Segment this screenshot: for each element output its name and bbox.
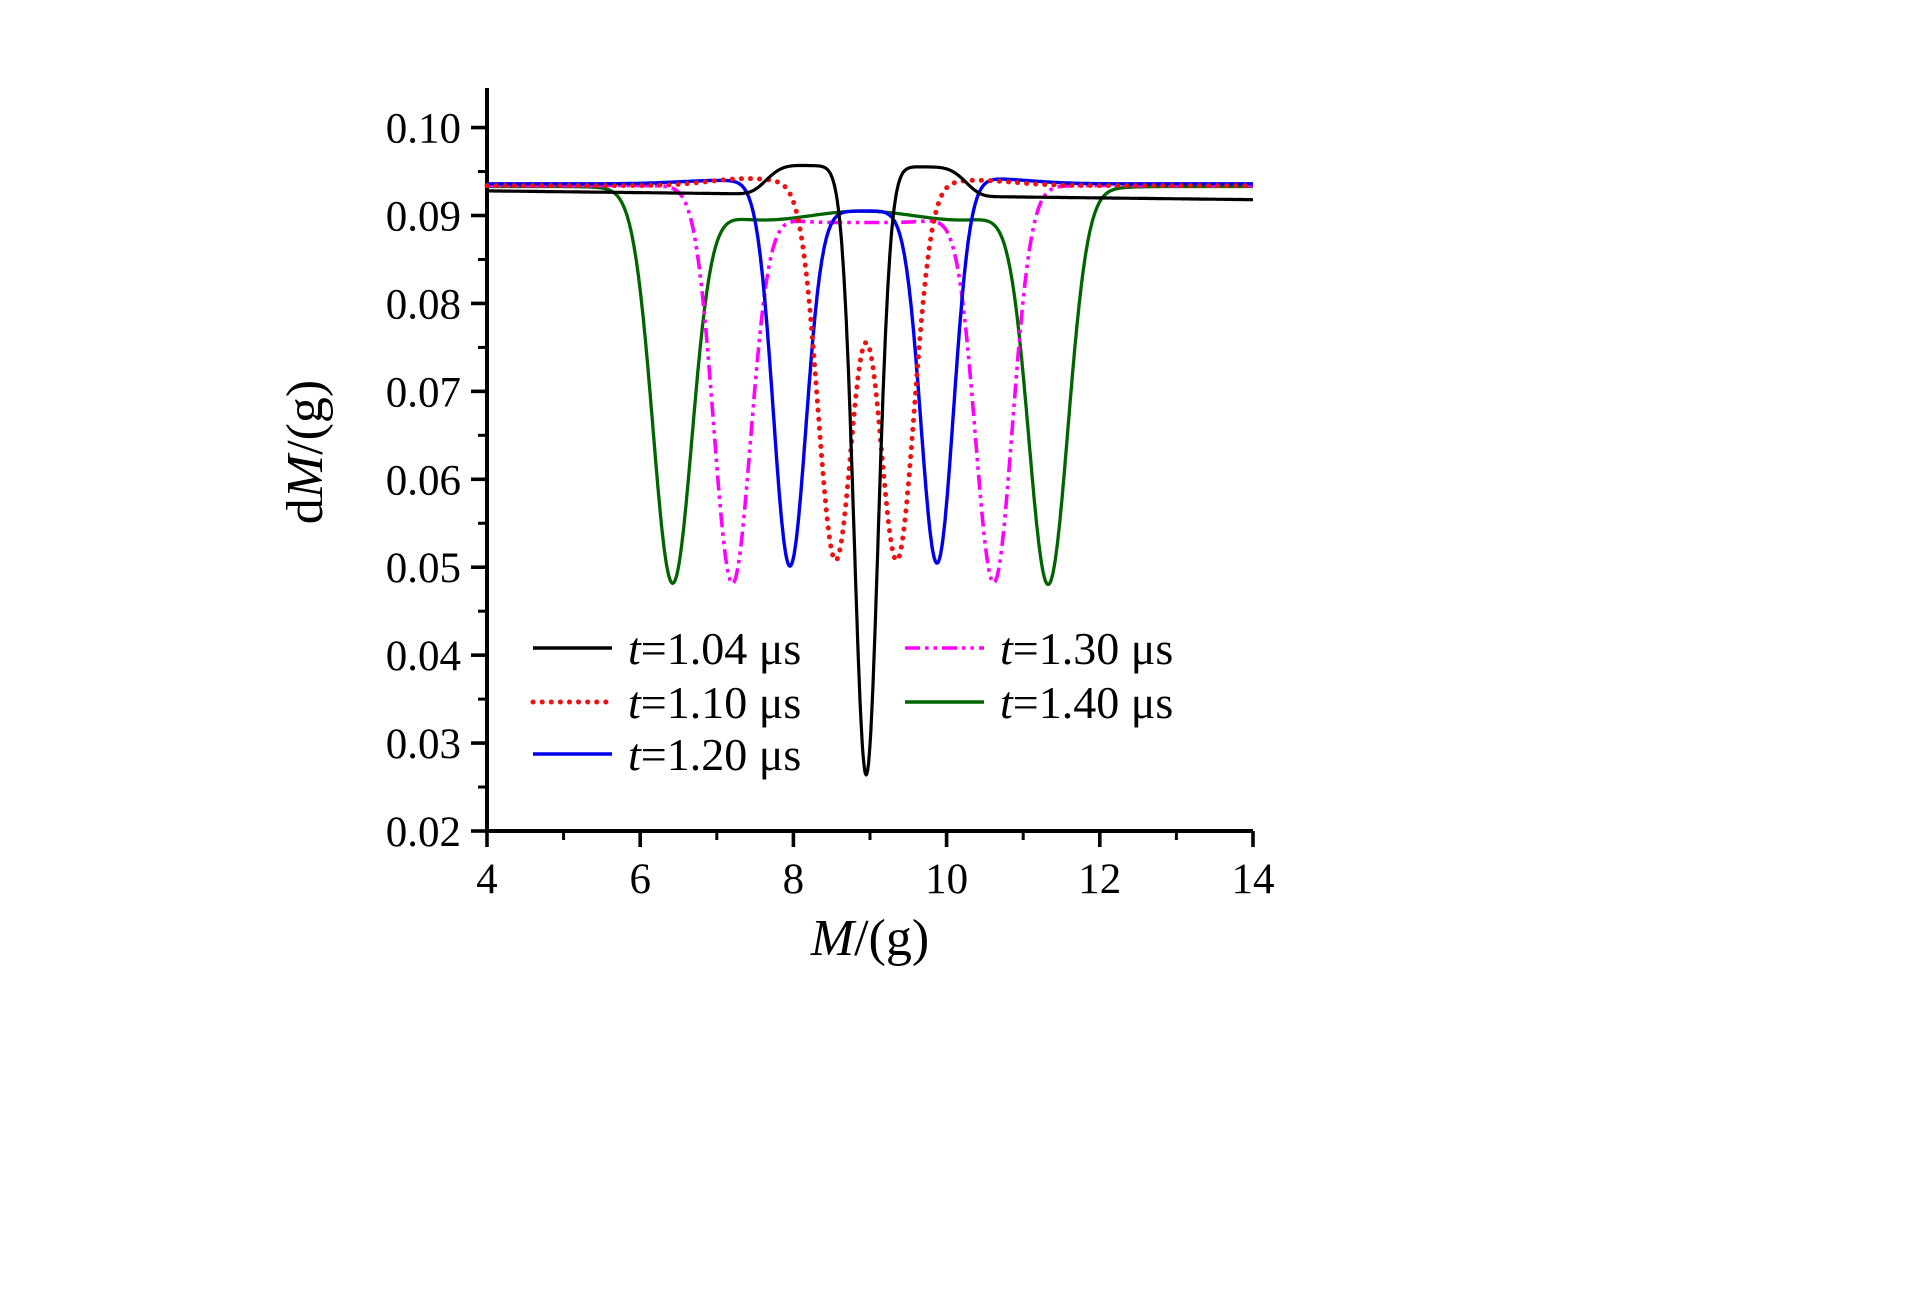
- y-tick-label: 0.10: [386, 106, 461, 153]
- y-tick-label: 0.07: [386, 369, 461, 416]
- legend-label: t=1.10 μs: [628, 677, 801, 728]
- series-line-4: [486, 184, 1254, 587]
- x-tick-label: 6: [629, 856, 651, 903]
- y-axis-title: dM/(g): [277, 380, 334, 524]
- legend-label: t=1.04 μs: [628, 623, 801, 674]
- tick-labels: 0.02 0.03 0.04 0.05 0.06 0.07 0.08 0.09 0.10 4 6 8 1…: [386, 106, 1275, 903]
- legend-item-4: t=1.40 μs: [905, 677, 1173, 728]
- y-tick-label: 0.08: [386, 281, 461, 328]
- y-tick-label: 0.09: [386, 193, 461, 240]
- x-tick-label: 12: [1078, 856, 1121, 903]
- x-tick-label: 10: [925, 856, 968, 903]
- y-tick-label: 0.03: [386, 721, 461, 768]
- y-tick-label: 0.02: [386, 809, 461, 856]
- legend-item-2: t=1.20 μs: [533, 729, 801, 780]
- series-line-1: [484, 176, 1256, 563]
- legend: t=1.04 μst=1.10 μst=1.20 μs t=1.30 μst=1.…: [530, 623, 1173, 780]
- legend-item-1: t=1.10 μs: [530, 677, 801, 728]
- y-tick-label: 0.04: [386, 633, 461, 680]
- x-tick-label: 14: [1232, 856, 1275, 903]
- legend-label: t=1.30 μs: [1000, 623, 1173, 674]
- legend-item-0: t=1.04 μs: [533, 623, 801, 674]
- tick-marks: [471, 125, 1255, 847]
- y-tick-label: 0.06: [386, 457, 461, 504]
- legend-label: t=1.20 μs: [628, 729, 801, 780]
- x-axis-title: M/(g): [810, 910, 929, 967]
- y-tick-label: 0.05: [386, 545, 461, 592]
- series-line-2: [486, 177, 1254, 568]
- legend-item-3: t=1.30 μs: [905, 623, 1173, 674]
- x-tick-label: 4: [476, 856, 498, 903]
- series-line-3: [486, 183, 1254, 586]
- series-line-0: [486, 163, 1254, 777]
- x-tick-label: 8: [783, 856, 805, 903]
- legend-label: t=1.40 μs: [1000, 677, 1173, 728]
